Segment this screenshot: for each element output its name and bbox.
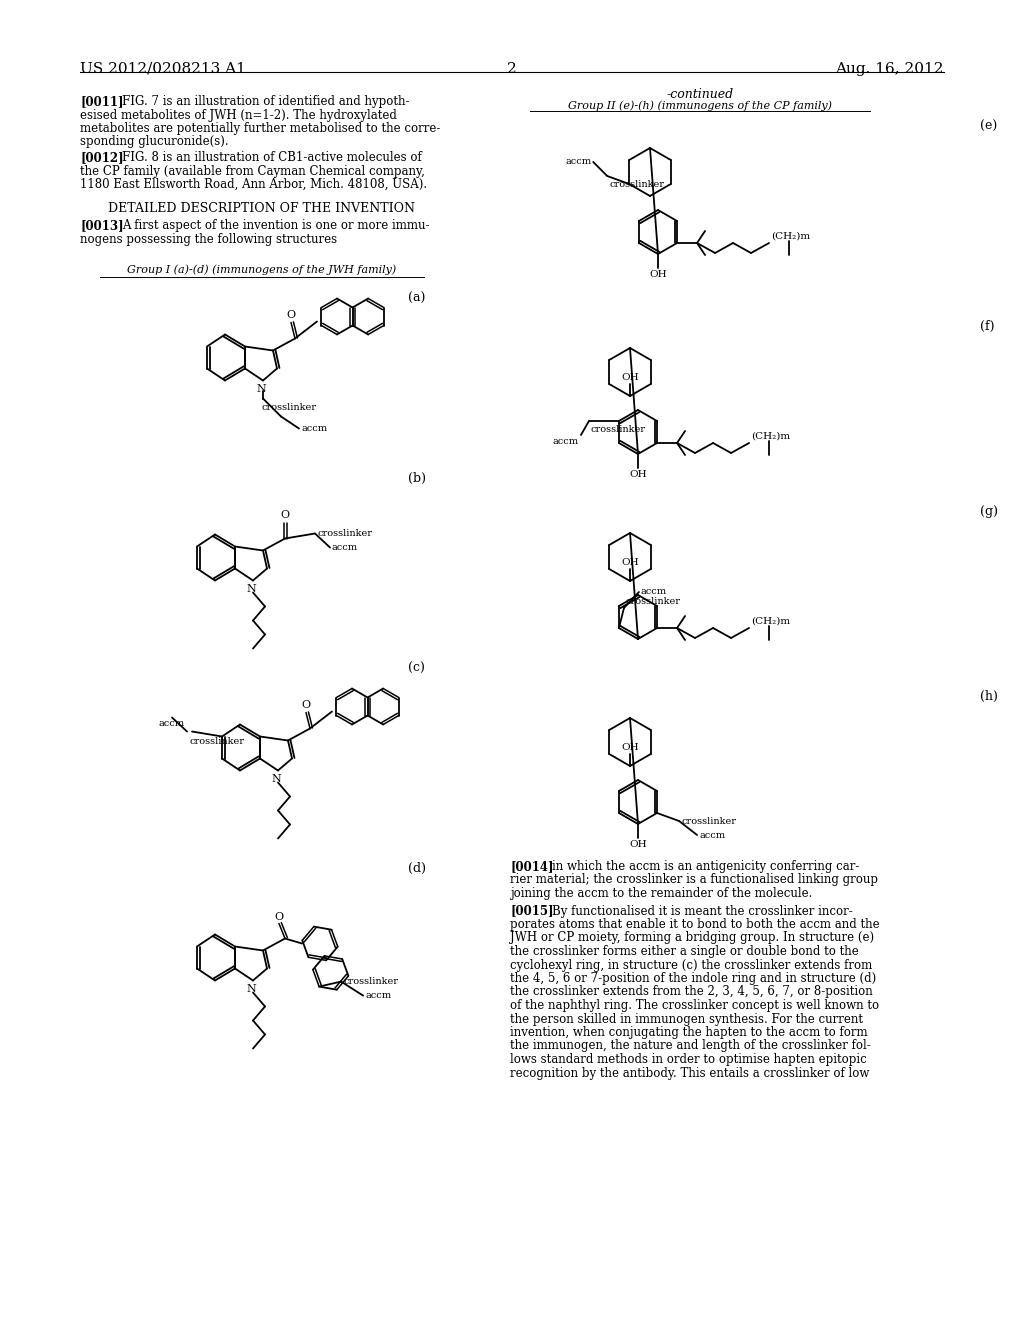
Text: crosslinker: crosslinker	[591, 425, 646, 434]
Text: By functionalised it is meant the crosslinker incor-: By functionalised it is meant the crossl…	[552, 904, 853, 917]
Text: accm: accm	[565, 157, 591, 166]
Text: accm: accm	[699, 830, 725, 840]
Text: Aug. 16, 2012: Aug. 16, 2012	[836, 62, 944, 77]
Text: O: O	[274, 912, 284, 921]
Text: DETAILED DESCRIPTION OF THE INVENTION: DETAILED DESCRIPTION OF THE INVENTION	[109, 202, 416, 214]
Text: crosslinker: crosslinker	[681, 817, 736, 825]
Text: OH: OH	[629, 470, 647, 479]
Text: FIG. 8 is an illustration of CB1-active molecules of: FIG. 8 is an illustration of CB1-active …	[122, 150, 422, 164]
Text: OH: OH	[622, 374, 639, 381]
Text: (f): (f)	[980, 319, 994, 333]
Text: recognition by the antibody. This entails a crosslinker of low: recognition by the antibody. This entail…	[510, 1067, 869, 1080]
Text: OH: OH	[622, 743, 639, 752]
Text: lows standard methods in order to optimise hapten epitopic: lows standard methods in order to optimi…	[510, 1053, 866, 1067]
Text: crosslinker: crosslinker	[626, 597, 681, 606]
Text: cyclohexyl ring, in structure (c) the crosslinker extends from: cyclohexyl ring, in structure (c) the cr…	[510, 958, 872, 972]
Text: OH: OH	[622, 558, 639, 568]
Text: the immunogen, the nature and length of the crosslinker fol-: the immunogen, the nature and length of …	[510, 1040, 870, 1052]
Text: [0014]: [0014]	[510, 861, 554, 873]
Text: porates atoms that enable it to bond to both the accm and the: porates atoms that enable it to bond to …	[510, 917, 880, 931]
Text: Group II (e)-(h) (immunogens of the CP family): Group II (e)-(h) (immunogens of the CP f…	[568, 100, 831, 111]
Text: N: N	[246, 583, 256, 594]
Text: the CP family (available from Cayman Chemical company,: the CP family (available from Cayman Che…	[80, 165, 425, 177]
Text: esised metabolites of JWH (n=1-2). The hydroxylated: esised metabolites of JWH (n=1-2). The h…	[80, 108, 397, 121]
Text: accm: accm	[553, 437, 579, 446]
Text: Group I (a)-(d) (immunogens of the JWH family): Group I (a)-(d) (immunogens of the JWH f…	[127, 264, 396, 275]
Text: O: O	[281, 511, 290, 520]
Text: crosslinker: crosslinker	[261, 403, 316, 412]
Text: [0013]: [0013]	[80, 219, 124, 232]
Text: the 4, 5, 6 or 7-position of the indole ring and in structure (d): the 4, 5, 6 or 7-position of the indole …	[510, 972, 877, 985]
Text: O: O	[301, 701, 310, 710]
Text: OH: OH	[629, 840, 647, 849]
Text: -continued: -continued	[667, 88, 733, 102]
Text: rier material; the crosslinker is a functionalised linking group: rier material; the crosslinker is a func…	[510, 874, 878, 887]
Text: (h): (h)	[980, 690, 997, 704]
Text: crosslinker: crosslinker	[317, 529, 372, 539]
Text: sponding glucuronide(s).: sponding glucuronide(s).	[80, 136, 228, 149]
Text: [0015]: [0015]	[510, 904, 554, 917]
Text: US 2012/0208213 A1: US 2012/0208213 A1	[80, 62, 246, 77]
Text: [0011]: [0011]	[80, 95, 124, 108]
Text: 2: 2	[507, 62, 517, 77]
Text: accm: accm	[301, 424, 327, 433]
Text: invention, when conjugating the hapten to the accm to form: invention, when conjugating the hapten t…	[510, 1026, 867, 1039]
Text: in which the accm is an antigenicity conferring car-: in which the accm is an antigenicity con…	[552, 861, 859, 873]
Text: nogens possessing the following structures: nogens possessing the following structur…	[80, 234, 337, 246]
Text: crosslinker: crosslinker	[189, 738, 244, 747]
Text: (CH₂)m: (CH₂)m	[751, 616, 791, 626]
Text: OH: OH	[649, 271, 667, 279]
Text: accm: accm	[159, 719, 185, 729]
Text: N: N	[246, 983, 256, 994]
Text: of the naphthyl ring. The crosslinker concept is well known to: of the naphthyl ring. The crosslinker co…	[510, 999, 880, 1012]
Text: JWH or CP moiety, forming a bridging group. In structure (e): JWH or CP moiety, forming a bridging gro…	[510, 932, 874, 945]
Text: (d): (d)	[408, 862, 426, 874]
Text: [0012]: [0012]	[80, 150, 124, 164]
Text: N: N	[271, 774, 281, 784]
Text: crosslinker: crosslinker	[343, 977, 398, 986]
Text: (CH₂)m: (CH₂)m	[771, 232, 810, 242]
Text: (CH₂)m: (CH₂)m	[751, 432, 791, 441]
Text: the person skilled in immunogen synthesis. For the current: the person skilled in immunogen synthesi…	[510, 1012, 863, 1026]
Text: FIG. 7 is an illustration of identified and hypoth-: FIG. 7 is an illustration of identified …	[122, 95, 410, 108]
Text: accm: accm	[332, 543, 358, 552]
Text: the crosslinker extends from the 2, 3, 4, 5, 6, 7, or 8-position: the crosslinker extends from the 2, 3, 4…	[510, 986, 872, 998]
Text: joining the accm to the remainder of the molecule.: joining the accm to the remainder of the…	[510, 887, 812, 900]
Text: (b): (b)	[408, 471, 426, 484]
Text: (a): (a)	[408, 292, 425, 305]
Text: O: O	[287, 310, 296, 321]
Text: A first aspect of the invention is one or more immu-: A first aspect of the invention is one o…	[122, 219, 429, 232]
Text: crosslinker: crosslinker	[609, 180, 665, 189]
Text: (e): (e)	[980, 120, 997, 133]
Text: (g): (g)	[980, 506, 998, 517]
Text: accm: accm	[641, 587, 667, 597]
Text: accm: accm	[366, 991, 391, 1001]
Text: the crosslinker forms either a single or double bond to the: the crosslinker forms either a single or…	[510, 945, 859, 958]
Text: N: N	[256, 384, 266, 393]
Text: metabolites are potentially further metabolised to the corre-: metabolites are potentially further meta…	[80, 121, 440, 135]
Text: 1180 East Ellsworth Road, Ann Arbor, Mich. 48108, USA).: 1180 East Ellsworth Road, Ann Arbor, Mic…	[80, 178, 427, 191]
Text: (c): (c)	[408, 661, 425, 675]
